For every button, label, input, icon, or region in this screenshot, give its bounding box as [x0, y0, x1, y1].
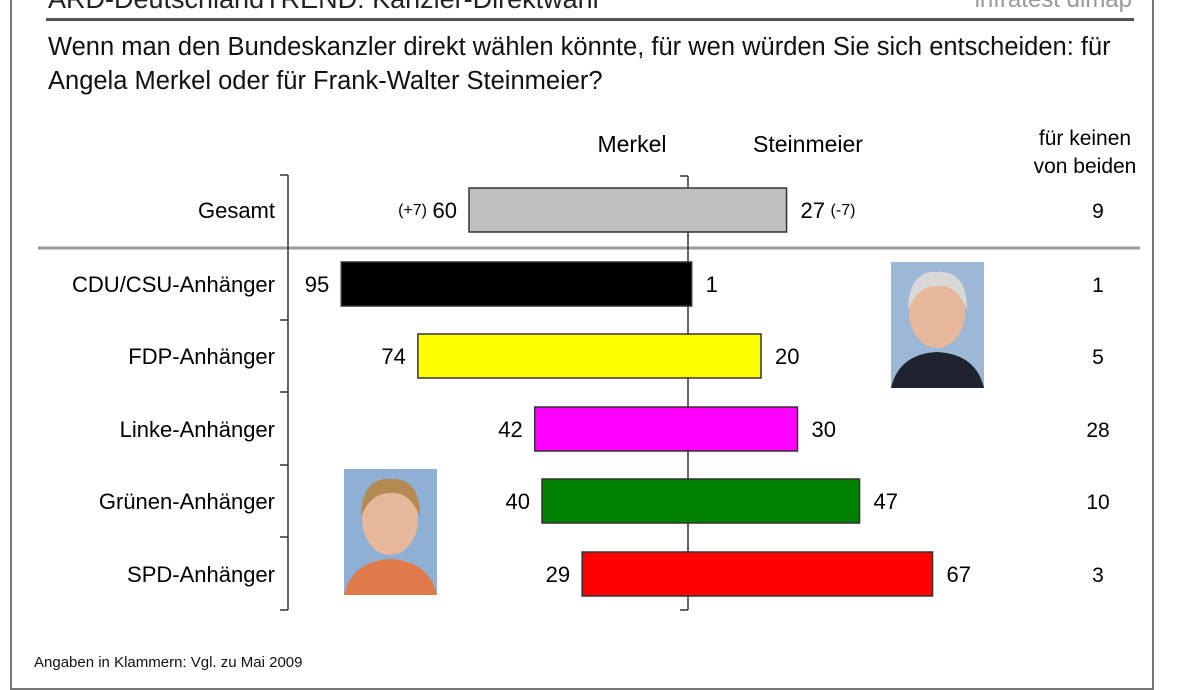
header-steinmeier: Steinmeier: [753, 131, 863, 157]
merkel-face: [362, 483, 418, 555]
header-neither-1: für keinen: [1039, 127, 1131, 150]
bar-6: [581, 551, 934, 597]
chart: Merkel Steinmeier für keinen von beiden …: [38, 127, 1140, 611]
neither-value: 9: [1092, 200, 1104, 223]
survey-question: Wenn man den Bundeskanzler direkt wählen…: [48, 33, 1111, 95]
category-label: Gesamt: [198, 198, 275, 223]
merkel-value: 95: [305, 272, 329, 297]
category-label: FDP-Anhänger: [128, 344, 275, 369]
bar-4: [533, 406, 799, 452]
neither-value: 3: [1092, 564, 1104, 587]
chart-title: ARD-DeutschlandTREND: Kanzler-Direktwahl: [48, 0, 599, 15]
footnote: Angaben in Klammern: Vgl. zu Mai 2009: [34, 654, 303, 671]
steinmeier-value: 30: [812, 417, 836, 442]
merkel-value: 42: [498, 417, 522, 442]
steinmeier-value: 1: [706, 272, 718, 297]
merkel-hair: [361, 478, 420, 517]
bar-5: [541, 478, 861, 524]
merkel-value: 40: [506, 489, 530, 514]
steinmeier-value: 67: [947, 562, 971, 587]
brand-logo: infratest dimap: [975, 0, 1132, 14]
steinmeier-body: [891, 352, 984, 388]
bar-2: [340, 261, 693, 307]
header-neither-2: von beiden: [1034, 155, 1137, 178]
bar-1: [468, 187, 788, 233]
category-label: SPD-Anhänger: [127, 562, 275, 587]
neither-value: 28: [1086, 419, 1109, 442]
merkel-body: [344, 559, 437, 595]
merkel-value: 60: [433, 198, 457, 223]
bar-3: [417, 333, 762, 379]
steinmeier-value: 47: [874, 489, 898, 514]
steinmeier-value: 27: [801, 198, 825, 223]
category-label: Grünen-Anhänger: [99, 489, 275, 514]
neither-value: 10: [1086, 491, 1109, 514]
steinmeier-face: [909, 276, 965, 348]
neither-value: 5: [1092, 346, 1104, 369]
steinmeier-hair: [908, 271, 967, 310]
merkel-value: 74: [381, 344, 405, 369]
steinmeier-change: (-7): [831, 202, 856, 219]
merkel-value: 29: [546, 562, 570, 587]
header-merkel: Merkel: [597, 131, 666, 157]
neither-value: 1: [1092, 274, 1104, 297]
category-label: Linke-Anhänger: [120, 417, 275, 442]
category-label: CDU/CSU-Anhänger: [72, 272, 275, 297]
title-divider: [46, 18, 1134, 21]
merkel-change: (+7): [398, 202, 427, 219]
steinmeier-value: 20: [775, 344, 799, 369]
